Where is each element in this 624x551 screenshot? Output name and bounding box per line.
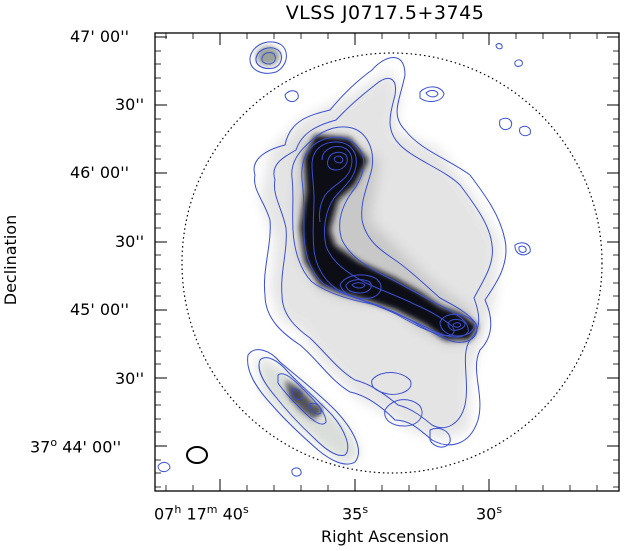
xtick-label-35s: 35s xyxy=(342,503,369,524)
contour-lines xyxy=(157,41,531,477)
primary-beam-circle xyxy=(181,52,603,474)
ytick-label-47-00: 47' 00'' xyxy=(70,27,130,46)
axis-ticks xyxy=(155,33,619,491)
ytick-label-46-30: 30'' xyxy=(115,95,145,114)
ytick-label-45-30: 30'' xyxy=(115,232,145,251)
ytick-label-46-00: 46' 00'' xyxy=(70,163,130,182)
plot-frame xyxy=(154,32,620,492)
figure-title: VLSS J0717.5+3745 xyxy=(285,2,485,24)
ytick-label-45-00: 45' 00'' xyxy=(70,300,130,319)
beam-ellipse xyxy=(186,446,208,464)
xtick-label-07h17m40s: 07h 17m 40s xyxy=(154,503,249,524)
xtick-label-30s: 30s xyxy=(476,503,503,524)
x-axis-label: Right Ascension xyxy=(321,527,449,546)
ytick-label-37-44-00: 37o 44' 00'' xyxy=(30,436,122,457)
ytick-label-44-30: 30'' xyxy=(115,369,145,388)
greyscale-emission xyxy=(255,46,500,465)
